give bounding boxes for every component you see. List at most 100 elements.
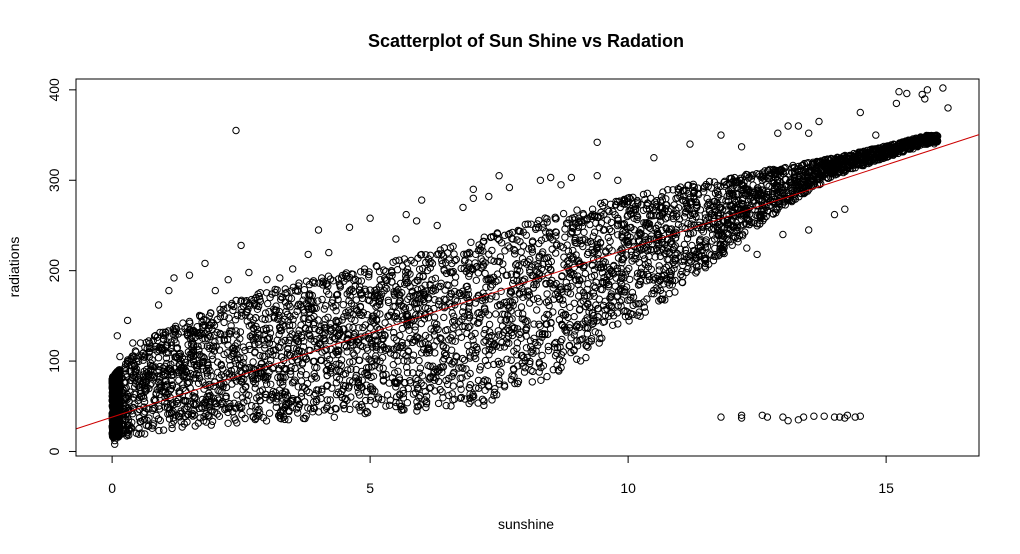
data-point xyxy=(249,358,257,366)
data-point xyxy=(671,251,679,259)
data-point xyxy=(595,329,603,337)
data-point xyxy=(705,177,714,186)
data-point xyxy=(536,338,544,346)
data-point xyxy=(315,340,323,348)
data-point xyxy=(594,250,602,258)
data-point xyxy=(478,381,486,389)
data-point xyxy=(226,400,234,408)
data-point xyxy=(590,292,598,300)
data-point xyxy=(517,328,525,336)
data-point xyxy=(202,367,211,375)
data-point xyxy=(311,372,319,381)
data-point xyxy=(283,288,291,297)
data-point xyxy=(340,400,348,409)
data-point xyxy=(449,382,457,390)
data-point xyxy=(646,211,654,220)
data-point xyxy=(427,286,435,294)
data-point xyxy=(310,324,319,333)
data-point xyxy=(336,390,345,398)
data-point xyxy=(430,367,438,375)
data-point xyxy=(679,186,687,195)
data-point xyxy=(200,398,209,407)
data-point xyxy=(731,196,739,205)
data-point xyxy=(355,324,363,332)
data-point xyxy=(347,342,355,350)
data-point xyxy=(349,323,357,332)
data-point xyxy=(687,223,695,231)
data-point xyxy=(404,316,412,324)
data-point xyxy=(137,429,145,437)
data-point xyxy=(599,263,608,271)
data-point xyxy=(479,257,487,265)
data-point xyxy=(162,349,170,357)
data-point xyxy=(590,271,599,279)
data-point xyxy=(820,159,828,168)
data-point xyxy=(843,163,851,172)
data-point xyxy=(291,311,299,319)
data-point xyxy=(264,372,272,380)
data-point xyxy=(294,383,302,391)
data-point xyxy=(564,283,572,291)
data-point xyxy=(513,339,522,347)
data-point xyxy=(332,379,341,387)
data-point xyxy=(464,308,473,316)
data-point xyxy=(387,267,396,275)
data-point xyxy=(904,144,912,153)
data-point xyxy=(479,397,488,405)
data-point xyxy=(576,286,584,294)
data-point xyxy=(731,204,739,212)
data-point xyxy=(756,212,764,220)
data-point xyxy=(249,336,258,344)
data-point xyxy=(207,372,215,380)
data-point xyxy=(662,263,670,271)
data-point xyxy=(542,254,551,262)
data-point xyxy=(557,308,566,317)
data-point xyxy=(121,427,130,436)
data-point xyxy=(565,273,574,281)
data-point xyxy=(653,286,662,294)
data-point xyxy=(282,400,291,408)
data-point xyxy=(623,232,632,240)
data-point xyxy=(194,419,203,427)
data-point xyxy=(404,347,412,355)
data-point xyxy=(204,361,212,370)
data-point xyxy=(676,245,685,254)
data-point xyxy=(515,289,524,297)
data-point xyxy=(396,402,405,411)
data-point xyxy=(644,245,652,253)
data-point xyxy=(495,376,503,385)
data-point xyxy=(145,414,153,422)
data-point xyxy=(500,328,508,336)
data-point xyxy=(578,320,586,328)
data-point xyxy=(302,355,311,363)
data-point xyxy=(497,239,506,247)
data-point xyxy=(403,399,412,407)
data-point xyxy=(422,400,431,408)
data-point xyxy=(856,149,864,157)
data-point xyxy=(763,181,771,189)
data-point xyxy=(241,346,249,355)
data-point xyxy=(713,199,721,207)
data-point xyxy=(730,181,738,190)
data-point xyxy=(476,314,484,322)
data-point xyxy=(490,388,499,396)
data-point xyxy=(440,244,448,252)
data-point xyxy=(249,316,258,324)
data-point xyxy=(448,309,456,317)
data-point xyxy=(422,392,431,400)
data-point xyxy=(755,187,764,196)
data-point xyxy=(237,297,245,306)
data-point xyxy=(218,388,226,396)
data-point xyxy=(412,389,420,397)
data-point xyxy=(659,188,667,196)
data-point xyxy=(222,383,231,392)
data-point xyxy=(166,386,175,394)
data-point xyxy=(369,343,377,351)
data-point xyxy=(255,292,263,301)
data-point xyxy=(597,219,605,227)
data-point xyxy=(492,310,500,318)
data-point xyxy=(344,307,353,315)
data-point xyxy=(856,148,865,156)
data-point xyxy=(214,394,222,402)
data-point xyxy=(262,326,271,335)
